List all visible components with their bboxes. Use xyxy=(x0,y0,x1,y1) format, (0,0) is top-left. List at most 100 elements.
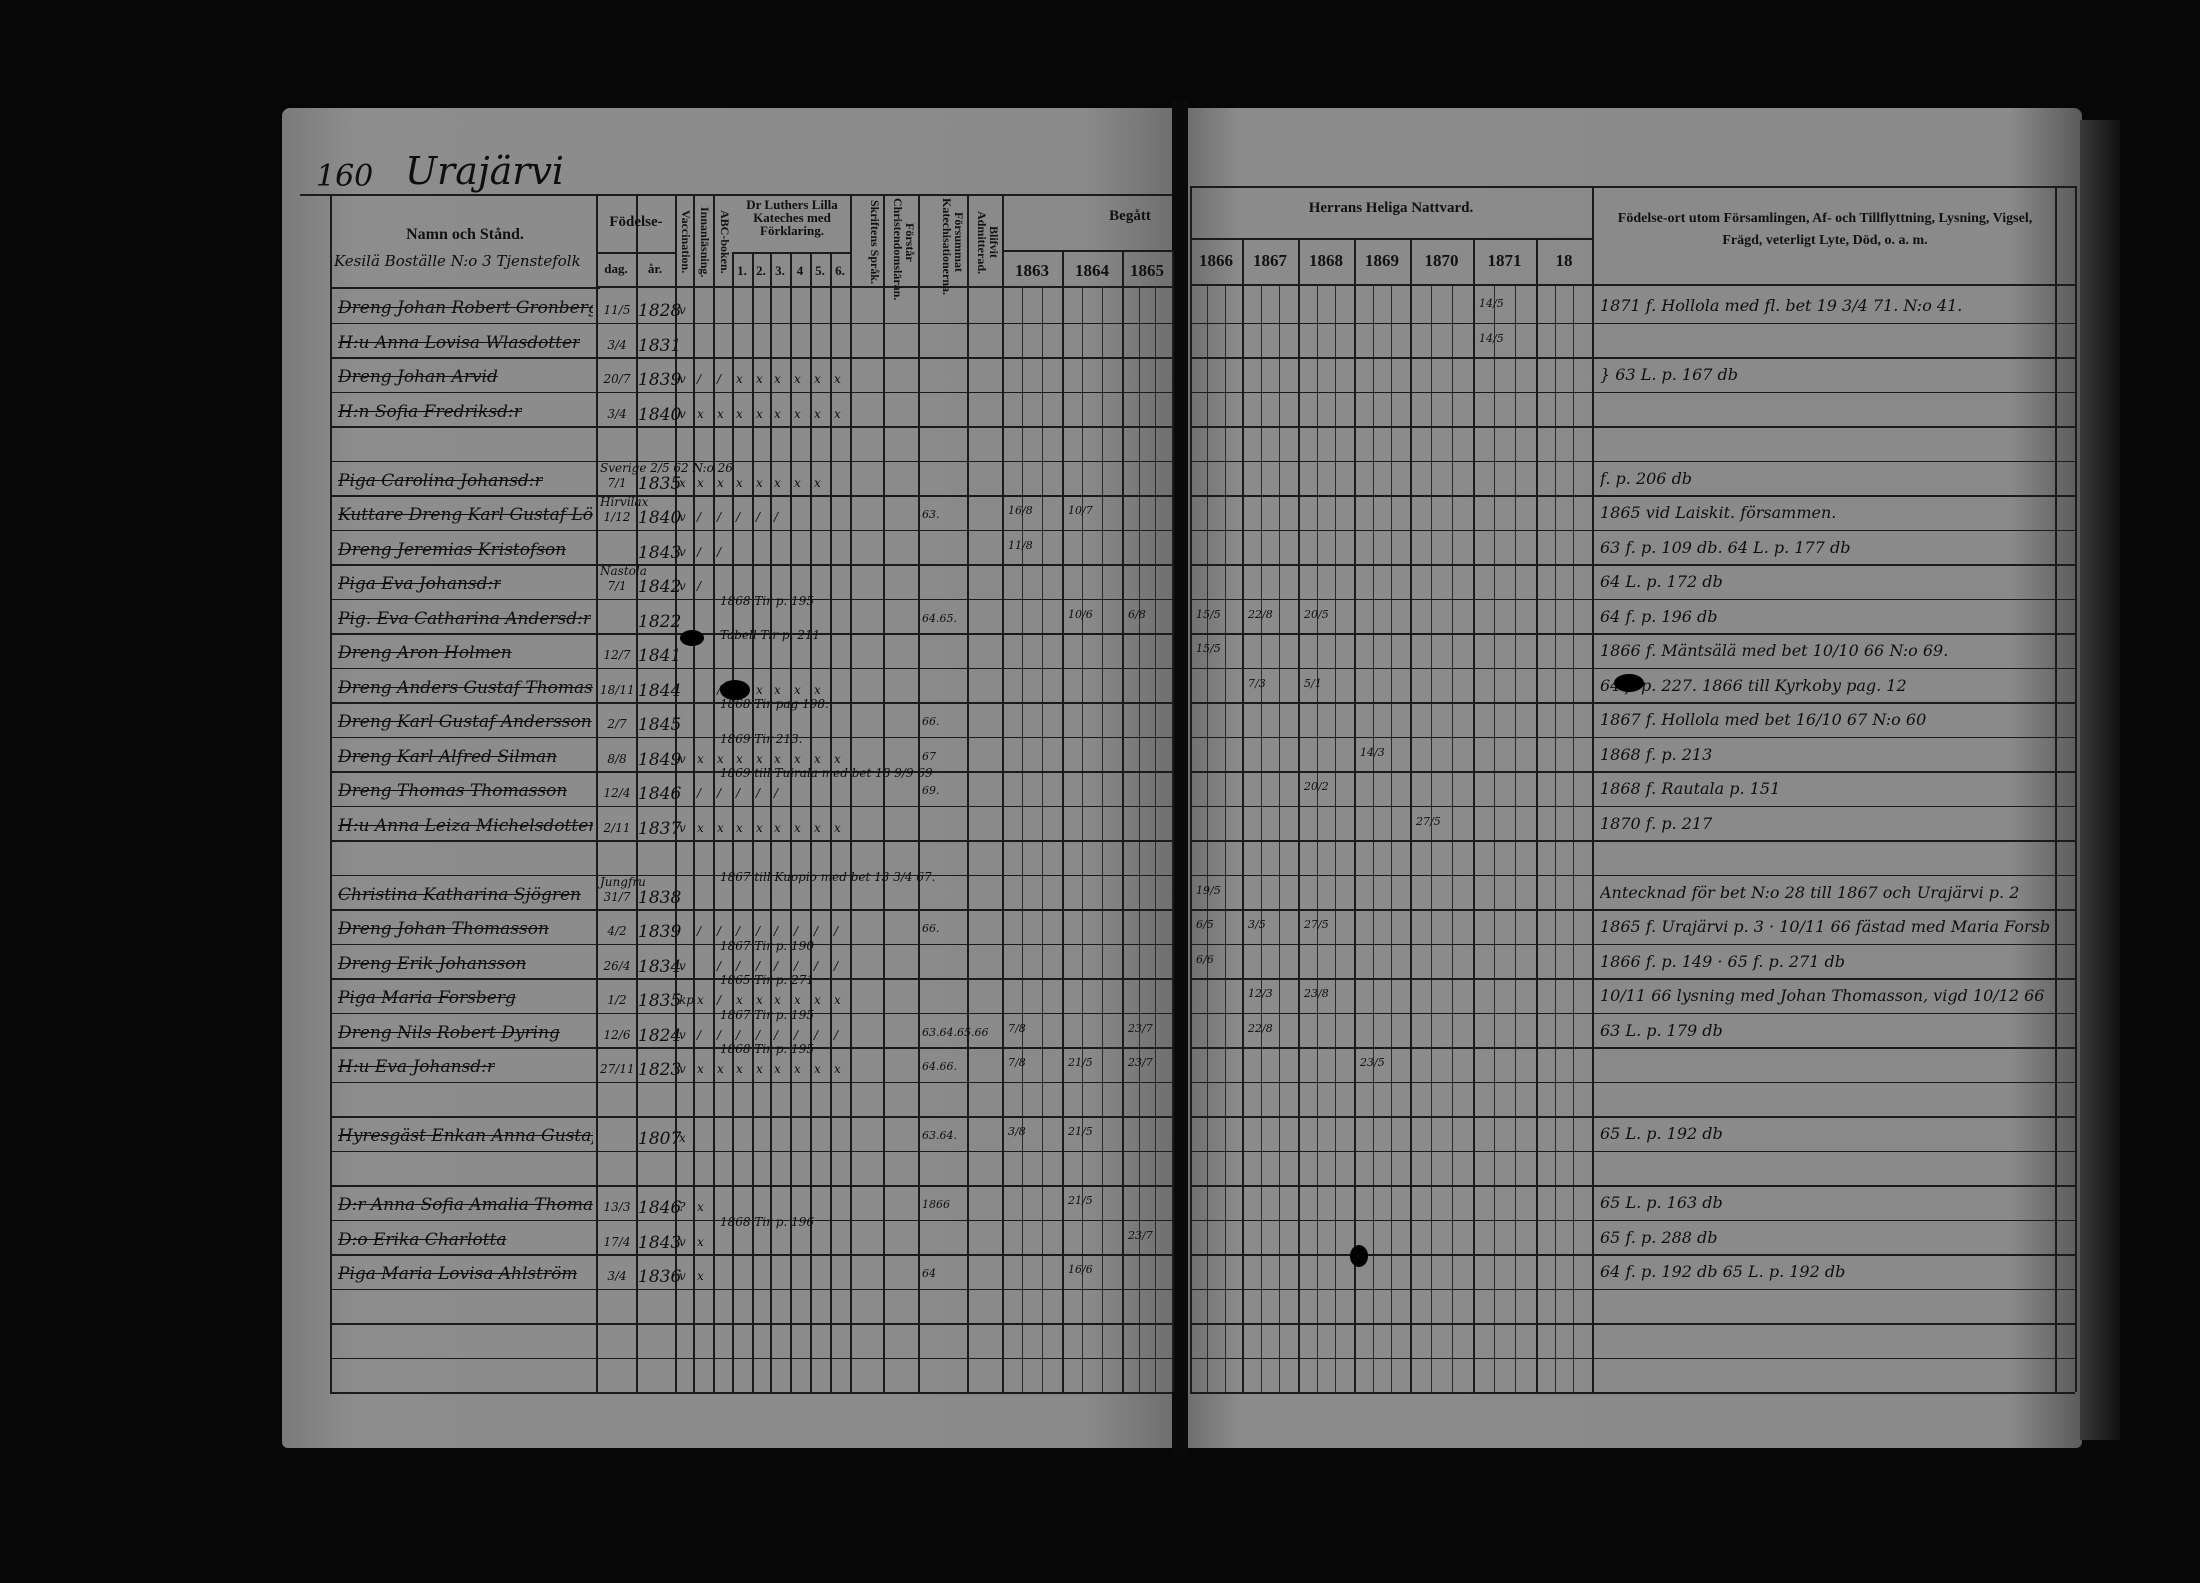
row-rule xyxy=(1190,460,2075,462)
column-rule xyxy=(675,194,677,1392)
reading-mark: x xyxy=(756,372,763,386)
reading-mark: / xyxy=(736,924,741,938)
communion-date: 7/3 xyxy=(1248,676,1266,690)
reading-mark: x xyxy=(814,820,821,835)
reading-mark: x xyxy=(717,406,724,421)
person-name: Dreng Nils Robert Dyring xyxy=(338,1022,560,1043)
person-name: Pig. Eva Catharina Andersd:r xyxy=(338,608,591,629)
person-name: D:o Erika Charlotta xyxy=(338,1229,507,1250)
communion-date: 15/5 xyxy=(1196,607,1221,621)
left-page xyxy=(282,108,1174,1448)
catechism-header: Dr Luthers Lilla Kateches med Förklaring… xyxy=(746,197,838,238)
catechism-note: 1867 Tir p. 195 xyxy=(720,1007,814,1022)
communion-date: 23/8 xyxy=(1304,987,1329,1000)
person-name: H:u Anna Lovisa Wlasdotter xyxy=(338,332,581,353)
header-bottom-rule xyxy=(1190,284,2075,286)
column-rule xyxy=(713,194,715,1392)
reading-mark: / xyxy=(774,510,779,524)
communion-date: 19/5 xyxy=(1196,883,1221,897)
reading-mark: v xyxy=(679,820,686,835)
row-rule xyxy=(1190,736,2075,738)
reading-mark: x xyxy=(736,820,743,835)
birth-year: 1807 xyxy=(638,1129,682,1149)
reading-mark: v xyxy=(679,1062,686,1076)
reading-mark: / xyxy=(717,683,721,697)
column-rule xyxy=(1410,238,1412,1392)
subcolumn-rule xyxy=(1391,286,1393,1392)
admitted-header: Blifvit Admitterad. xyxy=(975,210,1001,274)
birth-year: 1841 xyxy=(638,646,682,666)
communion-date: 16/8 xyxy=(1008,504,1033,517)
reading-mark: x xyxy=(774,993,781,1007)
row-note: 1868 f. p. 213 xyxy=(1600,744,1713,764)
communion-date: 23/7 xyxy=(1128,1021,1153,1035)
row-rule xyxy=(1190,1116,2075,1118)
year-header: 1863 xyxy=(1015,261,1049,280)
row-rule xyxy=(1190,805,2075,807)
communion-date: 6/8 xyxy=(1128,607,1146,621)
reading-mark: x xyxy=(774,682,781,697)
catechism-part-number: 4 xyxy=(796,263,804,278)
person-name: Hyresgäst Enkan Anna Gustafva Thomas xyxy=(338,1126,593,1146)
year-header: 18 xyxy=(1555,251,1573,270)
column-rule xyxy=(1473,238,1475,1392)
reading-mark: / xyxy=(697,544,702,559)
reading-mark: / xyxy=(756,1027,761,1042)
subcolumn-rule xyxy=(1573,286,1575,1392)
row-rule xyxy=(330,529,1172,531)
reading-mark: x xyxy=(834,1062,841,1076)
admitted-years: 66. xyxy=(922,922,940,935)
row-note: 1866 f. p. 149 · 65 f. p. 271 db xyxy=(1600,951,1846,971)
person-name: Dreng Aron Holmen xyxy=(338,643,512,663)
communion-date: 23/5 xyxy=(1360,1056,1385,1069)
birth-day: 27/11 xyxy=(600,1062,635,1076)
row-rule xyxy=(330,771,1172,773)
row-note: 63 f. p. 109 db. 64 L. p. 177 db xyxy=(1600,537,1851,557)
birth-day: 11/5 xyxy=(603,303,631,317)
row-rule xyxy=(330,426,1172,428)
person-name: D:r Anna Sofia Amalia Thomas xyxy=(338,1195,593,1215)
catechism-note: 1868 Tir p. 196 xyxy=(720,1214,814,1229)
reading-mark: / xyxy=(814,958,819,973)
communion-date: 23/7 xyxy=(1128,1056,1153,1069)
reading-mark: x xyxy=(736,751,743,766)
subcolumn-rule xyxy=(1431,286,1432,1392)
subcolumn-rule xyxy=(1452,286,1453,1392)
catechism-note: 1867 Tir p. 190 xyxy=(720,938,814,953)
row-rule xyxy=(1190,1288,2075,1290)
reading-mark: x xyxy=(834,820,841,835)
row-rule xyxy=(1190,1219,2075,1221)
reading-mark: x xyxy=(794,372,801,386)
reading-mark: x xyxy=(736,406,743,421)
reading-mark: / xyxy=(774,924,779,938)
column-rule xyxy=(693,194,695,1392)
person-name: Dreng Jeremias Kristofson xyxy=(338,539,567,560)
communion-date: 3/8 xyxy=(1008,1125,1026,1138)
reading-mark: x xyxy=(794,406,801,421)
row-note: 1868 f. Rautala p. 151 xyxy=(1600,779,1781,798)
row-rule xyxy=(1190,1392,2075,1394)
household-label: Kesilä Boställe N:o 3 Tjenstefolk xyxy=(334,252,581,270)
communion-date: 21/5 xyxy=(1068,1194,1093,1207)
reading-mark: x xyxy=(697,406,704,421)
person-name: Piga Eva Johansd:r xyxy=(338,574,502,594)
communion-date: 14/5 xyxy=(1479,297,1504,310)
row-rule xyxy=(1190,1357,2075,1359)
ink-blot xyxy=(1350,1245,1368,1267)
page-number: 160 xyxy=(316,159,374,194)
reading-mark: x xyxy=(756,1062,763,1076)
communion-date: 7/8 xyxy=(1008,1021,1026,1035)
reading-mark: / xyxy=(736,510,741,524)
communion-date: 27/5 xyxy=(1304,918,1329,931)
subcolumn-rule xyxy=(1316,286,1318,1392)
catechism-note: 1868 Tir p. 195 xyxy=(720,593,814,608)
communion-date: 22/8 xyxy=(1248,1021,1273,1035)
reading-mark: x xyxy=(774,372,781,386)
birth-day: 3/4 xyxy=(607,406,627,421)
row-rule xyxy=(1190,943,2075,945)
reading-mark: x xyxy=(774,406,781,421)
reading-mark: x xyxy=(794,993,801,1007)
catechism-note: 1869 till Tuirala med bet 18 9/9 69 xyxy=(720,766,933,780)
row-note: 1866 f. Mäntsälä med bet 10/10 66 N:o 69… xyxy=(1600,641,1949,660)
reading-mark: x xyxy=(794,682,801,697)
